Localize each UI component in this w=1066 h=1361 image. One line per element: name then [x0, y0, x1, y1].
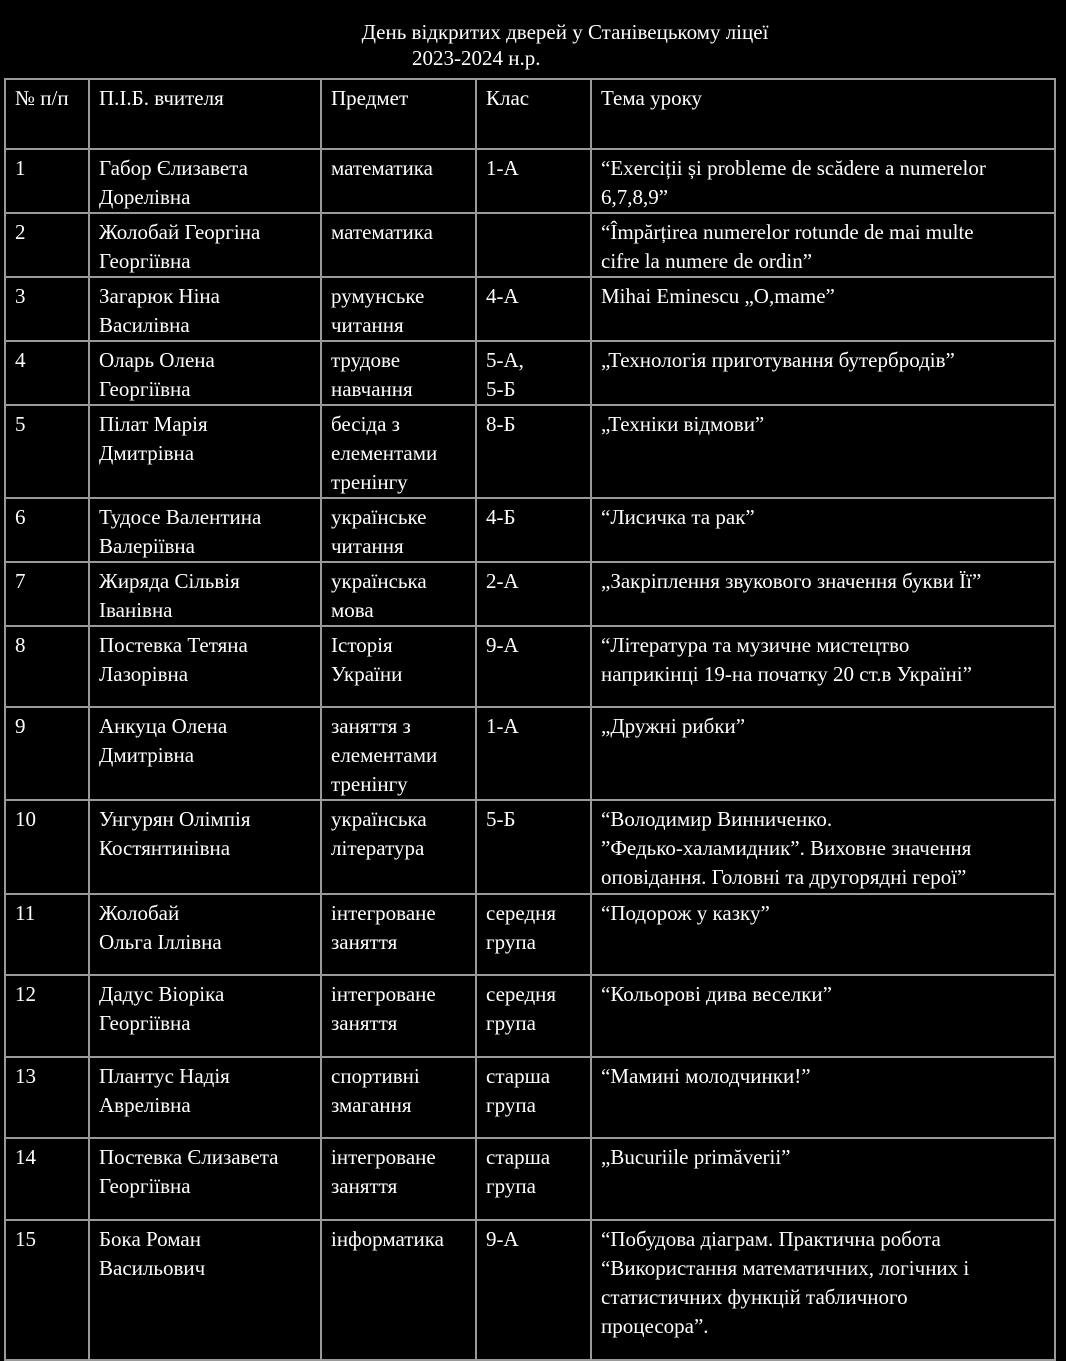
- cell-teacher: Жиряда Сільвія Іванівна: [88, 561, 322, 627]
- cell-number: 5: [4, 404, 90, 499]
- cell-teacher: Постевка Єлизавета Георгіївна: [88, 1137, 322, 1221]
- table-row: 11 Жолобай Ольга Іллівна інтегроване занят…: [4, 893, 1056, 976]
- cell-number: 8: [4, 625, 90, 708]
- cell-teacher: Плантус Надія Аврелівна: [88, 1056, 322, 1139]
- cell-class: 2-А: [475, 561, 592, 627]
- cell-subject: інтегроване заняття: [320, 893, 477, 976]
- table-row: 6 Тудосе Валентина Валеріївна українське ч…: [4, 497, 1056, 563]
- cell-lesson-topic: “Подорож у казку”: [590, 893, 1056, 976]
- cell-subject: українська література: [320, 799, 477, 895]
- table-row: 5 Пілат Марія Дмитрівна бесіда з елементам…: [4, 404, 1056, 499]
- cell-teacher: Тудосе Валентина Валеріївна: [88, 497, 322, 563]
- cell-subject: інтегроване заняття: [320, 1137, 477, 1221]
- cell-teacher: Унгурян Олімпія Костянтинівна: [88, 799, 322, 895]
- cell-number: 7: [4, 561, 90, 627]
- cell-number: 11: [4, 893, 90, 976]
- cell-teacher: Загарюк Ніна Василівна: [88, 276, 322, 342]
- cell-teacher: Дадус Віоріка Георгіївна: [88, 974, 322, 1058]
- cell-class: середня група: [475, 893, 592, 976]
- table-row: 14 Постевка Єлизавета Георгіївна інтегрова…: [4, 1137, 1056, 1221]
- document-subtitle: 2023-2024 н.р.: [412, 46, 541, 70]
- cell-class: 5-А, 5-Б: [475, 340, 592, 406]
- table-header-row: № п/п П.І.Б. вчителя Предмет Клас Тема уроку: [4, 78, 1056, 150]
- cell-number: 2: [4, 212, 90, 278]
- cell-subject: бесіда з елементами тренінгу: [320, 404, 477, 499]
- cell-class: 4-А: [475, 276, 592, 342]
- cell-teacher: Анкуца Олена Дмитрівна: [88, 706, 322, 801]
- cell-teacher: Жолобай Георгіна Георгіївна: [88, 212, 322, 278]
- table-row: 2 Жолобай Георгіна Георгіївна математика “Î…: [4, 212, 1056, 278]
- header-teacher: П.І.Б. вчителя: [88, 78, 322, 150]
- cell-lesson-topic: „Технологія приготування бутербродів”: [590, 340, 1056, 406]
- cell-subject: заняття з елементами тренінгу: [320, 706, 477, 801]
- cell-lesson-topic: „Закріплення звукового значення букви Її…: [590, 561, 1056, 627]
- table-row: 12 Дадус Віоріка Георгіївна інтегроване за…: [4, 974, 1056, 1058]
- header-number: № п/п: [4, 78, 90, 150]
- table-row: 1 Габор Єлизавета Дорелівна математика 1-А “…: [4, 148, 1056, 214]
- document-title: День відкритих дверей у Станівецькому лі…: [361, 20, 769, 44]
- cell-class: [475, 212, 592, 278]
- cell-lesson-topic: Mihai Eminescu „O,mame”: [590, 276, 1056, 342]
- cell-number: 12: [4, 974, 90, 1058]
- cell-subject: спортивні змагання: [320, 1056, 477, 1139]
- cell-subject: трудове навчання: [320, 340, 477, 406]
- cell-class: 1-А: [475, 706, 592, 801]
- table-row: 15 Бока Роман Васильович інформатика 9-А “По…: [4, 1219, 1056, 1361]
- cell-class: 1-А: [475, 148, 592, 214]
- open-day-schedule-table: № п/п П.І.Б. вчителя Предмет Клас Тема уроку…: [4, 78, 1056, 1361]
- header-class: Клас: [475, 78, 592, 150]
- table-row: 13 Плантус Надія Аврелівна спортивні змага…: [4, 1056, 1056, 1139]
- cell-subject: інтегроване заняття: [320, 974, 477, 1058]
- cell-lesson-topic: “Кольорові дива веселки”: [590, 974, 1056, 1058]
- cell-subject: інформатика: [320, 1219, 477, 1361]
- cell-teacher: Постевка Тетяна Лазорівна: [88, 625, 322, 708]
- cell-lesson-topic: „Bucuriile primăverii”: [590, 1137, 1056, 1221]
- cell-subject: українське читання: [320, 497, 477, 563]
- table-row: 8 Постевка Тетяна Лазорівна Історія Україн…: [4, 625, 1056, 708]
- table-row: 10 Унгурян Олімпія Костянтинівна українсь…: [4, 799, 1056, 895]
- cell-number: 1: [4, 148, 90, 214]
- cell-subject: Історія України: [320, 625, 477, 708]
- cell-number: 3: [4, 276, 90, 342]
- cell-lesson-topic: “Володимир Винниченко. ”Федько-халамидни…: [590, 799, 1056, 895]
- cell-lesson-topic: “Exerciții și probleme de scădere a nume…: [590, 148, 1056, 214]
- cell-subject: українська мова: [320, 561, 477, 627]
- header-lesson-topic: Тема уроку: [590, 78, 1056, 150]
- cell-lesson-topic: “Împărțirea numerelor rotunde de mai mul…: [590, 212, 1056, 278]
- cell-lesson-topic: “Побудова діаграм. Практична робота “Вик…: [590, 1219, 1056, 1361]
- cell-lesson-topic: “Лисичка та рак”: [590, 497, 1056, 563]
- cell-lesson-topic: “Література та музичне мистецтво наприкі…: [590, 625, 1056, 708]
- cell-class: старша група: [475, 1137, 592, 1221]
- cell-subject: румунське читання: [320, 276, 477, 342]
- cell-class: середня група: [475, 974, 592, 1058]
- cell-number: 6: [4, 497, 90, 563]
- cell-subject: математика: [320, 148, 477, 214]
- table-row: 3 Загарюк Ніна Василівна румунське читання…: [4, 276, 1056, 342]
- cell-subject: математика: [320, 212, 477, 278]
- cell-class: 9-А: [475, 1219, 592, 1361]
- table-row: 4 Оларь Олена Георгіївна трудове навчання 5…: [4, 340, 1056, 406]
- cell-class: 4-Б: [475, 497, 592, 563]
- cell-number: 10: [4, 799, 90, 895]
- table-row: 7 Жиряда Сільвія Іванівна українська мова 2…: [4, 561, 1056, 627]
- cell-class: старша група: [475, 1056, 592, 1139]
- cell-teacher: Бока Роман Васильович: [88, 1219, 322, 1361]
- cell-lesson-topic: “Мамині молодчинки!”: [590, 1056, 1056, 1139]
- header-subject: Предмет: [320, 78, 477, 150]
- cell-teacher: Пілат Марія Дмитрівна: [88, 404, 322, 499]
- cell-class: 5-Б: [475, 799, 592, 895]
- cell-lesson-topic: „Техніки відмови”: [590, 404, 1056, 499]
- cell-lesson-topic: „Дружні рибки”: [590, 706, 1056, 801]
- cell-class: 9-А: [475, 625, 592, 708]
- cell-class: 8-Б: [475, 404, 592, 499]
- cell-number: 15: [4, 1219, 90, 1361]
- cell-teacher: Жолобай Ольга Іллівна: [88, 893, 322, 976]
- cell-number: 14: [4, 1137, 90, 1221]
- cell-number: 4: [4, 340, 90, 406]
- cell-number: 13: [4, 1056, 90, 1139]
- cell-teacher: Габор Єлизавета Дорелівна: [88, 148, 322, 214]
- cell-teacher: Оларь Олена Георгіївна: [88, 340, 322, 406]
- cell-number: 9: [4, 706, 90, 801]
- table-row: 9 Анкуца Олена Дмитрівна заняття з елемент…: [4, 706, 1056, 801]
